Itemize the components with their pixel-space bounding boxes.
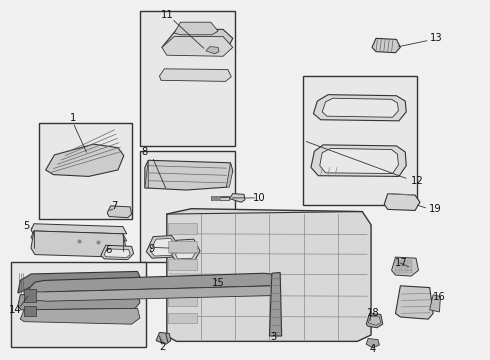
Bar [168,241,197,252]
Polygon shape [395,286,433,319]
Text: 8: 8 [142,147,148,157]
Text: 9: 9 [148,244,154,254]
Text: 6: 6 [105,245,111,255]
Polygon shape [392,257,418,276]
Bar [168,277,197,288]
Bar [401,260,406,262]
Bar [407,263,412,266]
Polygon shape [174,22,218,35]
Polygon shape [162,30,233,53]
Bar [168,295,197,306]
Polygon shape [366,314,383,328]
Text: 19: 19 [429,204,442,214]
Text: 16: 16 [433,292,446,302]
Text: 10: 10 [253,193,266,203]
Text: 17: 17 [395,258,408,268]
Polygon shape [156,332,171,344]
Polygon shape [107,206,132,218]
Polygon shape [20,309,140,324]
Polygon shape [167,209,371,341]
Bar [407,270,412,273]
Bar [11,262,146,347]
Bar [401,263,406,266]
Text: 15: 15 [212,278,224,288]
Bar [395,263,400,266]
Polygon shape [162,37,233,56]
Polygon shape [366,338,379,348]
Polygon shape [101,245,134,260]
Bar [407,267,412,270]
Text: 5: 5 [23,221,29,231]
Bar [140,151,235,262]
Polygon shape [368,316,381,325]
Polygon shape [320,148,398,174]
Text: 13: 13 [430,33,443,43]
Text: 3: 3 [270,332,276,342]
Bar [140,12,235,146]
Text: 7: 7 [111,201,117,211]
Polygon shape [31,231,127,257]
Polygon shape [322,98,398,117]
Polygon shape [172,239,200,261]
Text: 14: 14 [9,305,22,315]
Bar [395,267,400,270]
Polygon shape [104,249,130,257]
Polygon shape [31,231,127,243]
Polygon shape [46,144,124,176]
Polygon shape [18,271,140,293]
Bar [168,259,197,270]
Polygon shape [372,39,400,53]
Polygon shape [311,145,406,176]
Bar [168,223,197,234]
Text: 4: 4 [370,343,376,354]
Polygon shape [175,242,196,259]
Bar [395,260,400,262]
Text: 2: 2 [160,342,166,352]
Bar [24,306,36,316]
Polygon shape [31,224,127,235]
Bar [401,267,406,270]
Polygon shape [226,163,233,187]
Bar [168,313,197,323]
Bar [39,123,132,220]
Text: 12: 12 [411,176,423,186]
Polygon shape [145,160,148,188]
Bar [211,196,229,200]
Polygon shape [270,273,282,336]
Bar [395,270,400,273]
Polygon shape [150,238,176,256]
Bar [24,289,36,302]
Text: 18: 18 [367,309,379,318]
Polygon shape [29,273,279,294]
Polygon shape [18,291,140,310]
Polygon shape [30,286,278,301]
Polygon shape [159,69,231,81]
Polygon shape [147,235,180,258]
Polygon shape [145,160,233,190]
Bar [407,260,412,262]
Text: 11: 11 [160,10,173,20]
Polygon shape [384,194,420,211]
Bar [401,270,406,273]
Polygon shape [229,194,245,202]
Text: 1: 1 [70,113,76,123]
Polygon shape [206,46,219,54]
Polygon shape [430,295,441,312]
Polygon shape [314,95,406,121]
Bar [303,76,417,205]
